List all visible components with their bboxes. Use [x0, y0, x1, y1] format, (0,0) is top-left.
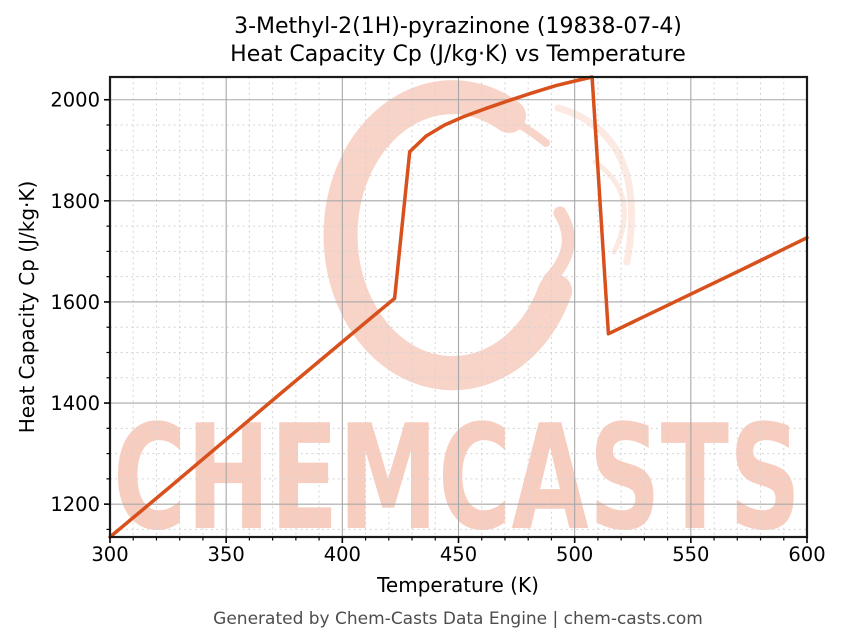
y-tick-label: 1400 — [50, 392, 100, 415]
x-tick-label: 500 — [556, 543, 593, 566]
watermark: CHEMCASTS — [113, 80, 801, 563]
cp-line — [108, 75, 809, 539]
chart-title-line1: 3-Methyl-2(1H)-pyrazinone (19838-07-4) — [234, 14, 682, 39]
axis-ticks — [104, 98, 808, 543]
tick-labels: 300 350 400 450 500 550 600 1200 1400 1600 1800 200… — [50, 89, 825, 566]
x-tick-label: 350 — [208, 543, 245, 566]
x-tick-label: 600 — [788, 543, 825, 566]
chemcasts-swirl-icon — [323, 80, 636, 391]
x-tick-label: 400 — [324, 543, 361, 566]
footer-credit: Generated by Chem-Casts Data Engine | ch… — [213, 609, 703, 629]
chart-title-line2: Heat Capacity Cp (J/kg·K) vs Temperature — [230, 42, 686, 67]
x-tick-label: 300 — [91, 543, 128, 566]
y-tick-label: 1200 — [50, 493, 100, 516]
y-axis-label: Heat Capacity Cp (J/kg·K) — [15, 181, 39, 434]
x-tick-label: 450 — [440, 543, 477, 566]
y-tick-label: 2000 — [50, 89, 100, 112]
y-tick-label: 1800 — [50, 190, 100, 213]
y-tick-label: 1600 — [50, 291, 100, 314]
x-axis-label: Temperature (K) — [376, 573, 539, 597]
x-tick-label: 550 — [672, 543, 709, 566]
